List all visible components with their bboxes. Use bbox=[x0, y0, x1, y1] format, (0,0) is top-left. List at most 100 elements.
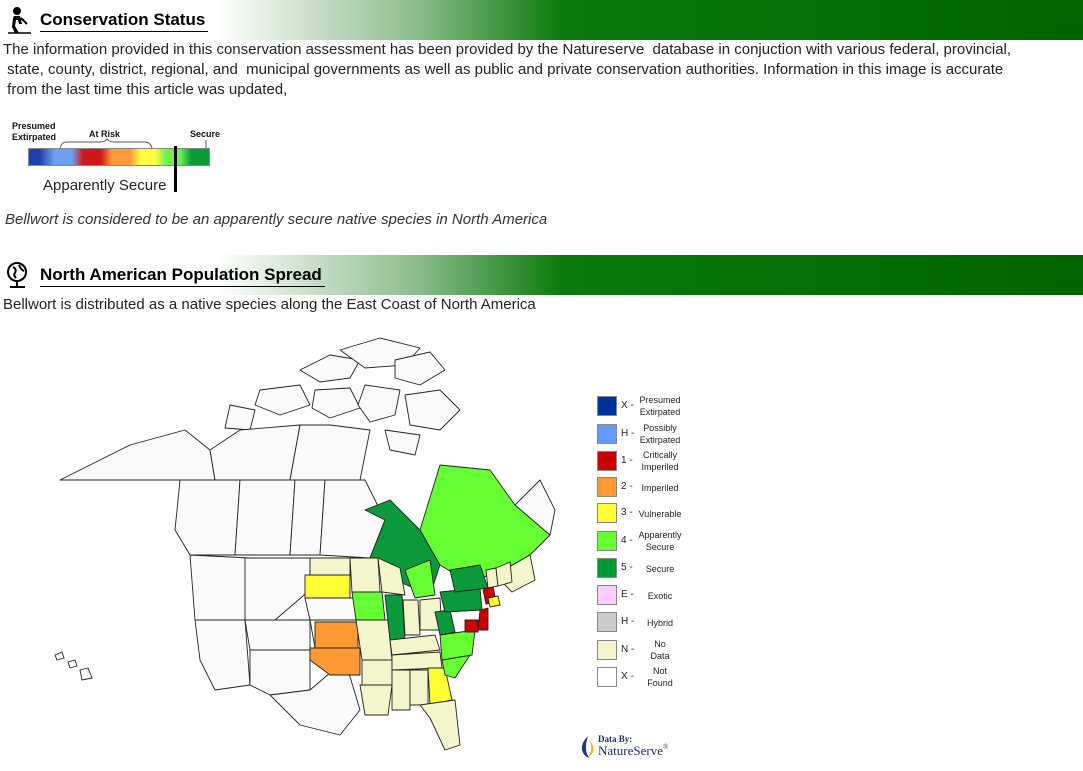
natureserve-logo-icon bbox=[581, 736, 594, 758]
legend-swatch bbox=[597, 396, 617, 416]
scale-label-at-risk: At Risk bbox=[89, 129, 121, 139]
arctic-island bbox=[384, 429, 421, 456]
region-nwt bbox=[209, 424, 301, 481]
region-virginia bbox=[439, 629, 476, 661]
legend-item: H - Hybrid bbox=[597, 612, 692, 634]
region-wisconsin bbox=[377, 557, 406, 596]
arctic-island bbox=[404, 389, 461, 431]
description-line: state, county, district, regional, and m… bbox=[3, 61, 1004, 78]
legend-swatch bbox=[597, 585, 617, 605]
legend-code: X - bbox=[621, 400, 634, 411]
legend-swatch bbox=[597, 451, 617, 471]
arctic-island bbox=[254, 384, 311, 416]
legend-item: X - Not Found bbox=[597, 666, 692, 689]
region-nebraska bbox=[304, 597, 361, 621]
arctic-island bbox=[224, 404, 256, 431]
description-line: The information provided in this conserv… bbox=[3, 41, 1012, 58]
region-mt-id bbox=[244, 557, 311, 621]
legend-swatch bbox=[597, 640, 617, 660]
region-texas bbox=[269, 659, 361, 736]
region-kentucky bbox=[389, 634, 441, 656]
legend-item: X - Presumed Extirpated bbox=[597, 395, 692, 418]
legend-label: Not Found bbox=[647, 666, 673, 688]
region-missouri bbox=[355, 619, 393, 661]
legend-code: 2 - bbox=[621, 481, 633, 492]
credit-line-1: Data By: bbox=[598, 734, 633, 744]
legend-label: Presumed Extirpated bbox=[639, 395, 681, 417]
region-north-dakota bbox=[309, 557, 351, 576]
arctic-island bbox=[357, 384, 401, 423]
at-risk-bracket bbox=[59, 138, 207, 149]
region-kansas-fill bbox=[314, 621, 359, 649]
arctic-island bbox=[299, 354, 361, 383]
region-labrador bbox=[514, 479, 556, 536]
legend-code: X - bbox=[621, 671, 634, 682]
legend-swatch bbox=[597, 503, 617, 523]
legend-code: N - bbox=[621, 644, 635, 655]
region-wy-ut bbox=[244, 619, 311, 651]
legend-item: 5 - Secure bbox=[597, 558, 692, 580]
legend-item: H - Possibly Extirpated bbox=[597, 423, 692, 446]
legend-code: 5 - bbox=[621, 562, 633, 573]
legend-label: Apparently Secure bbox=[638, 530, 682, 552]
legend-code: H - bbox=[621, 428, 635, 439]
region-massachusetts bbox=[487, 595, 501, 608]
region-west-virginia bbox=[434, 609, 456, 636]
scale-bar bbox=[28, 148, 210, 166]
population-spread-title: North American Population Spread bbox=[40, 265, 325, 287]
legend-label: Secure bbox=[645, 564, 675, 574]
legend-label: Imperiled bbox=[641, 483, 679, 493]
region-minnesota bbox=[349, 557, 381, 593]
arctic-island bbox=[311, 387, 361, 419]
region-alberta bbox=[234, 479, 296, 556]
credit-brand: NatureServe bbox=[598, 743, 663, 758]
region-saskatchewan bbox=[289, 479, 326, 556]
legend-code: 4 - bbox=[621, 535, 633, 546]
legend-code: 3 - bbox=[621, 507, 633, 518]
description-line: from the last time this article was upda… bbox=[3, 81, 288, 98]
legend-swatch bbox=[597, 558, 617, 578]
legend-item: E - Exotic bbox=[597, 585, 692, 607]
legend-item: 3 - Vulnerable bbox=[597, 503, 692, 525]
legend-label: No Data bbox=[650, 639, 670, 661]
region-maine bbox=[495, 561, 513, 587]
conservation-summary: Bellwort is considered to be an apparent… bbox=[5, 211, 548, 228]
region-hawaii-island bbox=[54, 651, 65, 661]
scale-label-secure: Secure bbox=[190, 129, 221, 139]
region-new-jersey bbox=[477, 607, 489, 631]
region-oklahoma bbox=[309, 647, 361, 676]
population-spread-header: North American Population Spread bbox=[0, 255, 1083, 295]
legend-label: Critically Imperiled bbox=[641, 450, 679, 472]
legend-swatch bbox=[597, 667, 617, 687]
legend-swatch bbox=[597, 477, 617, 497]
hiker-icon bbox=[8, 7, 31, 34]
legend-swatch bbox=[597, 531, 617, 551]
distribution-map bbox=[54, 337, 556, 751]
region-iowa bbox=[351, 591, 386, 621]
region-indiana bbox=[402, 599, 421, 636]
region-az-nm bbox=[249, 649, 311, 696]
region-louisiana bbox=[359, 684, 393, 716]
credit-line-2: NatureServe® bbox=[598, 743, 668, 759]
region-wa-or bbox=[189, 554, 251, 621]
legend-swatch bbox=[597, 612, 617, 632]
region-ca-nv bbox=[194, 619, 251, 691]
arctic-island bbox=[394, 351, 446, 386]
legend-label: Vulnerable bbox=[638, 509, 682, 519]
status-scale: Presumed Extirpated At Risk Secure Appar… bbox=[0, 115, 240, 200]
region-alaska bbox=[59, 429, 216, 481]
legend-swatch bbox=[597, 424, 617, 444]
region-tennessee bbox=[391, 651, 443, 671]
region-nunavut bbox=[289, 424, 371, 481]
legend-label: Possibly Extirpated bbox=[639, 423, 681, 445]
conservation-status-header: Conservation Status bbox=[0, 0, 1083, 40]
legend-item: N - No Data bbox=[597, 639, 692, 662]
legend-item: 2 - Imperiled bbox=[597, 477, 692, 499]
region-hawaii-island bbox=[79, 667, 93, 681]
legend-item: 1 - Critically Imperiled bbox=[597, 450, 692, 473]
legend-label: Exotic bbox=[647, 591, 673, 601]
conservation-description: The information provided in this conserv… bbox=[3, 40, 1078, 100]
region-hawaii-island bbox=[67, 659, 78, 669]
credit-trademark: ® bbox=[662, 743, 669, 751]
legend-label: Hybrid bbox=[646, 618, 673, 628]
